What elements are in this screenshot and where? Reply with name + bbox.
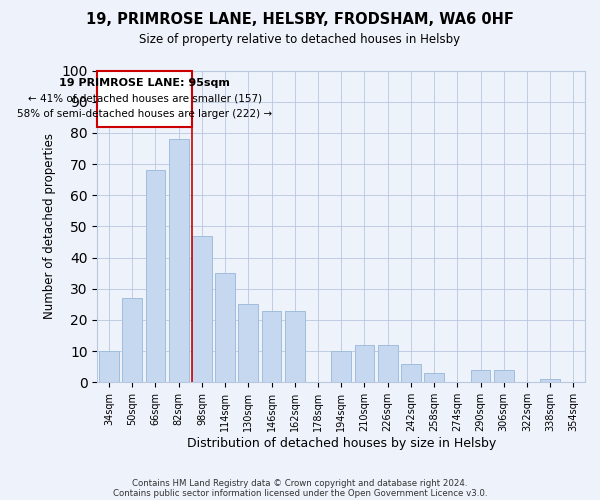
Bar [331,351,351,382]
Text: 58% of semi-detached houses are larger (222) →: 58% of semi-detached houses are larger (… [17,110,272,120]
FancyBboxPatch shape [97,70,192,126]
Bar [262,310,281,382]
Text: Contains public sector information licensed under the Open Government Licence v3: Contains public sector information licen… [113,488,487,498]
Bar [424,373,444,382]
Bar [541,379,560,382]
Bar [285,310,305,382]
Bar [169,139,188,382]
Bar [192,236,212,382]
Bar [355,345,374,383]
Bar [99,351,119,382]
Bar [378,345,398,383]
Bar [470,370,490,382]
Bar [122,298,142,382]
X-axis label: Distribution of detached houses by size in Helsby: Distribution of detached houses by size … [187,437,496,450]
Bar [146,170,166,382]
Text: 19 PRIMROSE LANE: 95sqm: 19 PRIMROSE LANE: 95sqm [59,78,230,88]
Y-axis label: Number of detached properties: Number of detached properties [43,134,56,320]
Bar [238,304,258,382]
Text: Size of property relative to detached houses in Helsby: Size of property relative to detached ho… [139,32,461,46]
Text: Contains HM Land Registry data © Crown copyright and database right 2024.: Contains HM Land Registry data © Crown c… [132,478,468,488]
Bar [494,370,514,382]
Bar [401,364,421,382]
Text: 19, PRIMROSE LANE, HELSBY, FRODSHAM, WA6 0HF: 19, PRIMROSE LANE, HELSBY, FRODSHAM, WA6… [86,12,514,28]
Bar [215,273,235,382]
Text: ← 41% of detached houses are smaller (157): ← 41% of detached houses are smaller (15… [28,94,262,104]
